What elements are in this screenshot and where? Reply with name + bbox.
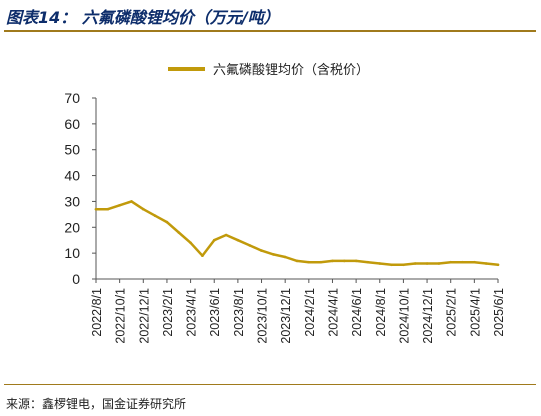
y-tick-label: 60 [64, 116, 80, 132]
data-point [142, 207, 145, 211]
data-point [224, 233, 228, 237]
data-point [331, 259, 334, 263]
data-point [236, 238, 240, 242]
legend-label: 六氟磷酸锂均价（含税价） [213, 62, 369, 78]
data-point [307, 260, 311, 264]
data-point [496, 263, 500, 267]
x-tick-label: 2025/6/1 [492, 288, 506, 337]
x-tick-label: 2022/10/1 [114, 288, 128, 344]
data-point [413, 262, 417, 265]
data-point [366, 260, 370, 264]
x-tick-label: 2025/2/1 [445, 288, 459, 337]
data-point [201, 254, 204, 257]
data-point [272, 253, 275, 256]
y-tick-label: 20 [64, 219, 80, 235]
source-divider [4, 384, 536, 385]
y-tick-label: 10 [64, 245, 80, 261]
data-point [130, 200, 133, 203]
chart-axes [95, 98, 498, 280]
chart-legend: 六氟磷酸锂均价（含税价） [168, 62, 369, 78]
x-tick-label: 2023/12/1 [279, 288, 293, 344]
data-point [473, 260, 476, 264]
data-point [177, 231, 181, 234]
y-axis-ticks: 0 10 20 30 40 50 60 70 [64, 90, 96, 287]
x-tick-label: 2022/12/1 [137, 288, 151, 344]
data-point [94, 207, 98, 211]
data-point [425, 262, 429, 265]
x-tick-label: 2023/8/1 [232, 288, 246, 337]
data-point [319, 260, 322, 264]
x-tick-label: 2024/2/1 [303, 288, 317, 337]
data-point [212, 238, 216, 242]
data-point [283, 255, 287, 259]
data-point [153, 214, 157, 217]
data-point [165, 220, 169, 224]
data-point [378, 262, 382, 265]
y-tick-label: 70 [64, 90, 80, 106]
series-line [94, 200, 500, 267]
title-divider [4, 30, 536, 32]
data-point [343, 259, 346, 263]
data-point [118, 204, 121, 207]
data-point [189, 241, 192, 245]
data-point [437, 262, 441, 265]
x-tick-label: 2023/10/1 [256, 288, 270, 344]
figure-title: 图表14： 六氟磷酸锂均价（万元/吨） [6, 8, 280, 27]
x-tick-label: 2022/8/1 [90, 288, 104, 337]
y-tick-label: 0 [72, 271, 80, 287]
y-tick-label: 30 [64, 193, 80, 209]
x-tick-label: 2024/4/1 [326, 288, 340, 337]
x-tick-label: 2024/10/1 [397, 288, 411, 344]
data-point [461, 260, 464, 264]
data-point [354, 259, 358, 263]
x-tick-label: 2024/8/1 [374, 288, 388, 337]
x-tick-label: 2024/6/1 [350, 288, 364, 337]
data-point [484, 262, 488, 265]
x-tick-label: 2025/4/1 [468, 288, 482, 337]
data-point [295, 259, 299, 263]
data-point [449, 260, 453, 264]
data-point [106, 207, 110, 211]
source-note: 来源：鑫椤锂电，国金证券研究所 [6, 397, 187, 411]
data-point [402, 263, 405, 267]
y-tick-label: 50 [64, 142, 80, 158]
x-tick-label: 2023/2/1 [161, 288, 175, 337]
y-tick-label: 40 [64, 168, 80, 184]
x-tick-label: 2024/12/1 [421, 288, 435, 344]
x-tick-label: 2023/6/1 [208, 288, 222, 337]
data-point [260, 249, 263, 252]
plot-area [94, 200, 500, 267]
data-point [248, 244, 251, 247]
data-point [390, 263, 393, 267]
x-axis-ticks: 2022/8/1 2022/10/1 2022/12/1 2023/2/1 2023/4… [90, 279, 506, 344]
x-tick-label: 2023/4/1 [185, 288, 199, 337]
